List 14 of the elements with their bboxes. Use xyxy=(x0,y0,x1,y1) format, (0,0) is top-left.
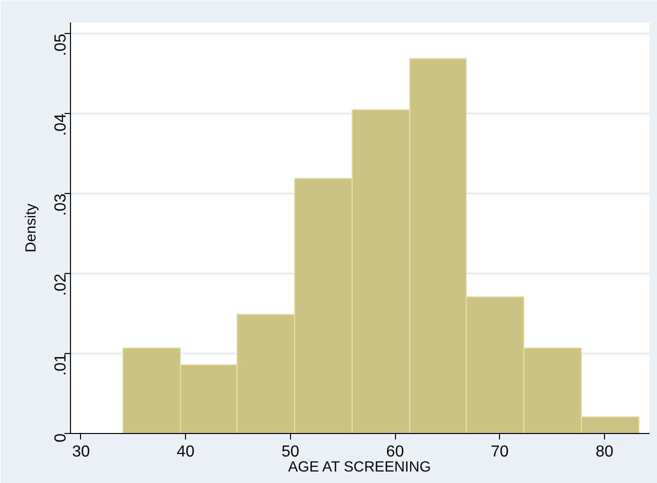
y-tick-label: .03 xyxy=(52,194,70,216)
x-tick-label: 30 xyxy=(72,444,90,460)
y-axis-title: Density xyxy=(24,202,40,252)
y-tick-label: .05 xyxy=(52,34,70,56)
x-tick-label: 70 xyxy=(490,444,509,460)
x-tick-label: 40 xyxy=(176,444,195,460)
x-axis-title: AGE AT SCREENING xyxy=(288,460,431,476)
y-tick-label: 0 xyxy=(52,433,70,442)
y-tick-label: .02 xyxy=(52,273,70,296)
x-tick-label: 80 xyxy=(596,444,614,460)
x-tick-label: 50 xyxy=(281,444,300,460)
x-tick-label: 60 xyxy=(386,444,404,460)
y-tick-label: .01 xyxy=(52,353,70,376)
y-tick-label: .04 xyxy=(52,114,70,136)
